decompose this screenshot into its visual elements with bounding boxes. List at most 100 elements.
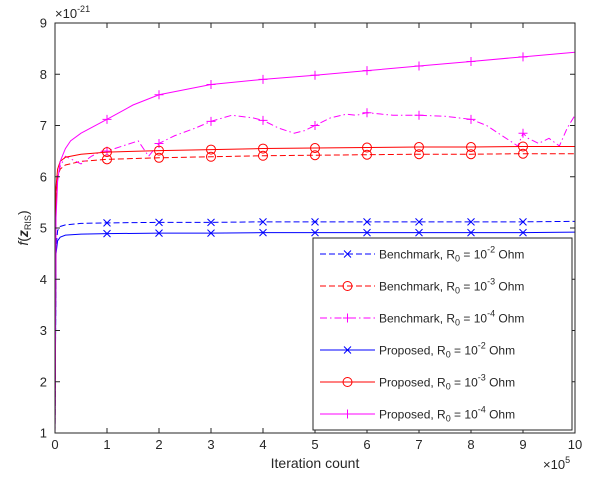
x-tick-label: 2 bbox=[155, 437, 162, 452]
legend-label-sub: 0 bbox=[446, 350, 451, 360]
series-point bbox=[154, 145, 164, 156]
series-point bbox=[362, 149, 372, 160]
legend-label-prefix: Proposed, R bbox=[379, 344, 446, 358]
x-tick-label: 7 bbox=[415, 437, 422, 452]
x-tick-label: 1 bbox=[103, 437, 110, 452]
y-exponent-power: -21 bbox=[77, 4, 90, 14]
series-point bbox=[414, 149, 424, 160]
series-point bbox=[519, 228, 527, 237]
series-point bbox=[206, 151, 216, 162]
y-tick-label: 2 bbox=[40, 374, 47, 389]
y-axis-label-sub: RIS bbox=[23, 215, 33, 230]
series-point bbox=[207, 218, 215, 227]
x-tick-label: 6 bbox=[363, 437, 370, 452]
legend-label-suffix: Ohm bbox=[495, 280, 524, 294]
legend-label-mid: = 10 bbox=[451, 408, 478, 422]
legend-label-exp: -3 bbox=[478, 373, 486, 383]
series-point bbox=[102, 114, 112, 124]
series-point bbox=[466, 56, 476, 66]
legend-box bbox=[312, 237, 573, 431]
series-point bbox=[103, 219, 111, 227]
series-point bbox=[414, 142, 424, 153]
series-point bbox=[414, 110, 424, 120]
legend-swatch-marker bbox=[342, 281, 353, 291]
series-point bbox=[519, 217, 527, 226]
legend-entry: Proposed, R0 = 10-3 Ohm bbox=[320, 373, 515, 392]
series-point bbox=[259, 228, 267, 237]
y-axis-label-arg: z bbox=[15, 230, 31, 238]
series-point bbox=[467, 228, 475, 237]
series-line bbox=[55, 112, 575, 433]
legend-label-prefix: Proposed, R bbox=[379, 408, 446, 422]
series-point bbox=[102, 147, 112, 158]
series-point bbox=[310, 143, 320, 154]
y-axis-label-close: ) bbox=[15, 210, 31, 215]
legend-swatch-marker bbox=[343, 409, 352, 419]
series-point bbox=[363, 217, 371, 226]
series-point bbox=[258, 115, 268, 125]
series-point bbox=[311, 217, 319, 226]
series-point bbox=[310, 150, 320, 161]
x-exponent-base: ×10 bbox=[543, 457, 565, 472]
y-axis-label-open: ( bbox=[15, 237, 31, 242]
series-point bbox=[154, 90, 164, 100]
legend-label-sub: 0 bbox=[455, 318, 460, 328]
series-2 bbox=[55, 148, 575, 433]
x-tick-label: 8 bbox=[467, 437, 474, 452]
series-point bbox=[207, 229, 215, 237]
legend-label-sub: 0 bbox=[455, 286, 460, 296]
legend-label: Benchmark, R0 = 10-4 Ohm bbox=[379, 309, 524, 328]
legend-label: Proposed, R0 = 10-2 Ohm bbox=[379, 341, 515, 360]
y-tick-label: 1 bbox=[40, 426, 47, 441]
legend-swatch-marker bbox=[343, 250, 352, 258]
series-point bbox=[310, 70, 320, 80]
legend-label-exp: -3 bbox=[487, 277, 495, 287]
legend-label-exp: -2 bbox=[487, 245, 495, 255]
legend-label-sub: 0 bbox=[455, 254, 460, 264]
series-point bbox=[518, 52, 528, 62]
y-tick-label: 3 bbox=[40, 323, 47, 338]
series-point bbox=[415, 228, 423, 237]
x-axis-exponent: ×105 bbox=[543, 455, 570, 472]
legend-swatch-marker bbox=[343, 346, 352, 354]
series-point bbox=[518, 148, 528, 159]
series-point bbox=[206, 80, 216, 89]
series-point bbox=[258, 74, 268, 84]
legend-label-prefix: Benchmark, R bbox=[379, 312, 455, 326]
legend-swatch-marker bbox=[343, 313, 352, 323]
series-point bbox=[103, 229, 111, 238]
y-tick-label: 7 bbox=[40, 118, 47, 133]
legend-entry: Benchmark, R0 = 10-2 Ohm bbox=[320, 245, 524, 264]
legend-label-sub: 0 bbox=[446, 414, 451, 424]
series-point bbox=[259, 217, 267, 226]
legend-label: Proposed, R0 = 10-3 Ohm bbox=[379, 373, 515, 392]
x-tick-label: 10 bbox=[568, 437, 582, 452]
y-axis-label-main: f bbox=[15, 240, 31, 246]
y-tick-label: 9 bbox=[40, 16, 47, 31]
series-point bbox=[155, 218, 163, 227]
legend-label-exp: -4 bbox=[478, 405, 486, 415]
series-point bbox=[466, 149, 476, 160]
x-axis-label: Iteration count bbox=[271, 455, 360, 471]
legend-label-mid: = 10 bbox=[460, 312, 487, 326]
series-5 bbox=[55, 141, 575, 433]
series-line bbox=[55, 146, 575, 433]
series-3 bbox=[55, 108, 575, 433]
legend-label-suffix: Ohm bbox=[486, 376, 515, 390]
legend-label: Benchmark, R0 = 10-3 Ohm bbox=[379, 277, 524, 296]
series-line bbox=[55, 153, 575, 433]
legend-entry: Benchmark, R0 = 10-4 Ohm bbox=[320, 309, 524, 328]
series-point bbox=[155, 229, 163, 237]
legend-label-exp: -4 bbox=[487, 309, 495, 319]
series-6 bbox=[55, 51, 575, 433]
y-axis-exponent: ×10-21 bbox=[55, 4, 90, 21]
series-point bbox=[415, 217, 423, 226]
x-tick-label: 3 bbox=[207, 437, 214, 452]
x-exponent-power: 5 bbox=[565, 455, 570, 465]
x-tick-label: 9 bbox=[519, 437, 526, 452]
series-point bbox=[363, 228, 371, 237]
series-point bbox=[414, 61, 424, 71]
series-point bbox=[206, 144, 216, 155]
